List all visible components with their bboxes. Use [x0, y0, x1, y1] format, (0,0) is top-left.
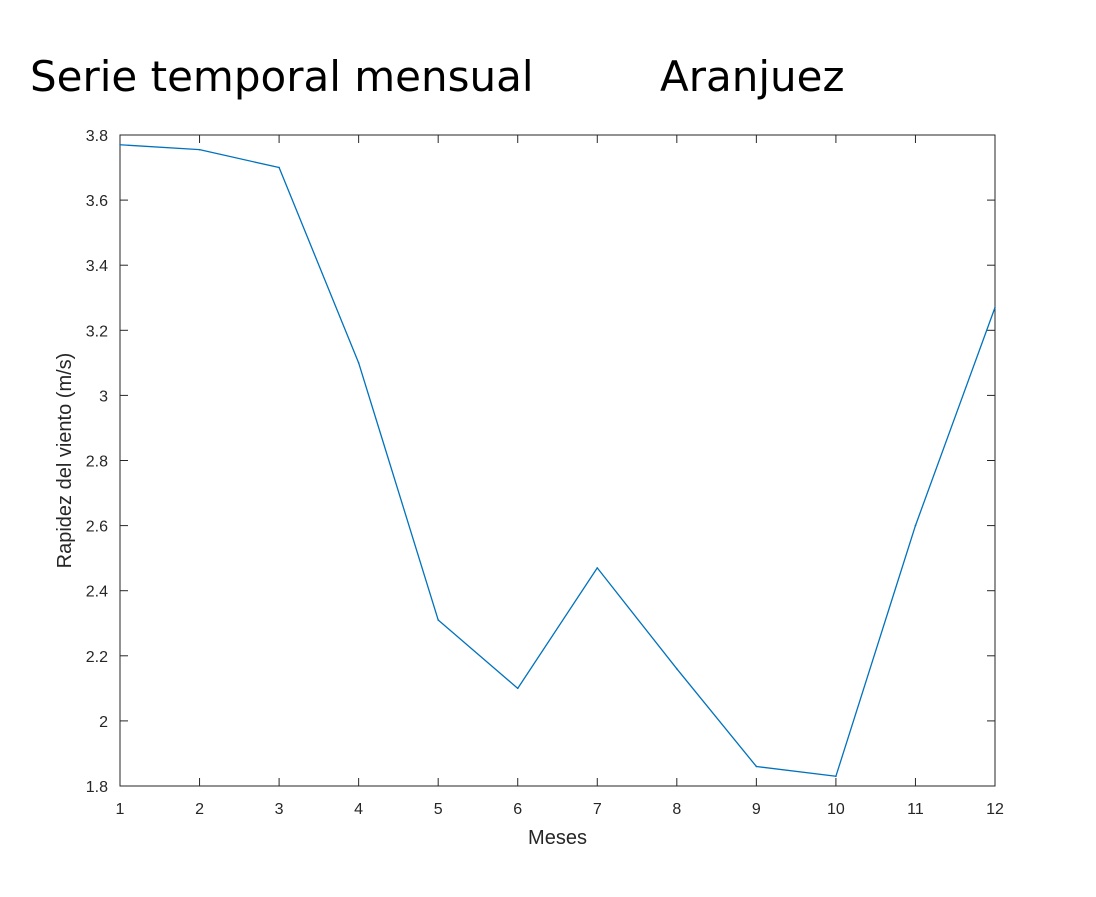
plot-area: [119, 134, 996, 787]
x-tick-label: 8: [672, 801, 681, 818]
data-point: [516, 687, 519, 690]
x-tick-label: 10: [827, 801, 845, 818]
x-tick-label: 12: [986, 801, 1004, 818]
x-tick-label: 1: [116, 801, 125, 818]
data-point: [914, 524, 917, 527]
data-point: [437, 619, 439, 621]
y-axis-label: Rapidez del viento (m/s): [54, 353, 76, 569]
y-tick-label: 3.4: [86, 258, 108, 275]
y-tick-label: 1.8: [86, 779, 108, 796]
y-tick-label: 3.8: [86, 128, 108, 145]
x-tick-label: 3: [275, 801, 284, 818]
plot-frame: [119, 134, 996, 787]
y-tick-label: 2.4: [86, 584, 108, 601]
data-point: [994, 306, 996, 309]
data-point: [676, 668, 678, 670]
data-point: [835, 775, 837, 778]
data-point: [596, 567, 599, 569]
data-point: [119, 143, 121, 146]
y-tick-label: 3: [99, 388, 108, 405]
y-tick-label: 3.6: [86, 193, 108, 210]
chart-title-right: Aranjuez: [660, 52, 845, 101]
y-tick-label: 2.8: [86, 454, 108, 471]
data-point: [755, 765, 758, 768]
x-tick-label: 4: [354, 801, 363, 818]
data-point: [278, 166, 280, 169]
y-tick-label: 3.2: [86, 323, 108, 340]
x-tick-label: 9: [752, 801, 761, 818]
y-tick-label: 2.6: [86, 519, 108, 536]
data-point: [198, 148, 201, 151]
chart-title-left: Serie temporal mensual: [30, 52, 534, 101]
x-tick-label: 7: [593, 801, 602, 818]
x-tick-label: 11: [907, 801, 924, 818]
y-tick-label: 2: [99, 714, 108, 731]
x-tick-label: 2: [195, 801, 204, 818]
y-tick-label: 2.2: [86, 649, 108, 666]
series-line: [119, 144, 996, 777]
x-axis-label: Meses: [528, 827, 587, 849]
data-point: [357, 362, 360, 364]
x-tick-labels: 1 2 3 4 5 6 7 8 9 10 11 12: [116, 801, 1004, 818]
x-tick-label: 5: [434, 801, 443, 818]
x-tick-label: 6: [513, 801, 522, 818]
series-layer: [119, 143, 996, 778]
y-tick-labels: 1.8 2 2.2 2.4 2.6 2.8 3 3.2 3.4 3.6 3.8: [86, 128, 108, 796]
axis-ticks: [119, 134, 996, 787]
